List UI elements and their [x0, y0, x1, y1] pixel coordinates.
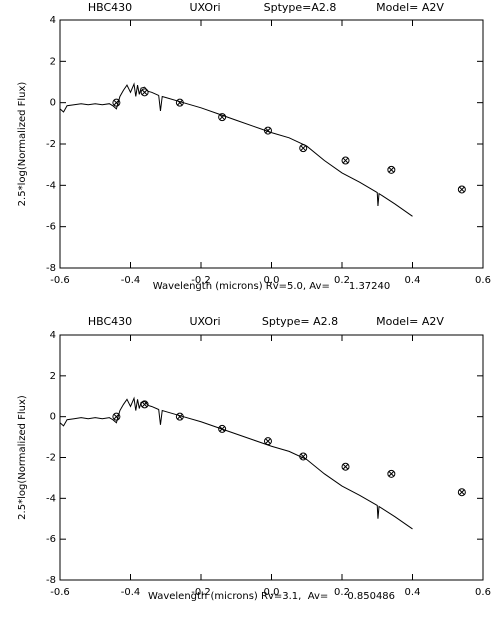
marker-circle: [218, 113, 227, 122]
x-tick-label: 0.6: [475, 587, 491, 598]
title-part: Sptype=A2.8: [264, 1, 337, 14]
x-tick-label: -0.2: [191, 275, 211, 286]
y-tick-label: -8: [46, 263, 56, 274]
marker-circle: [299, 144, 308, 153]
photometry-point: [112, 412, 121, 421]
marker-circle: [218, 424, 227, 433]
marker-circle: [263, 437, 272, 446]
x-tick-label: -0.4: [121, 587, 141, 598]
photometry-point: [218, 424, 227, 433]
marker-circle: [457, 185, 466, 194]
photometry-point: [387, 165, 396, 174]
title-part: UXOri: [189, 315, 220, 328]
photometry-point: [457, 185, 466, 194]
marker-cross: [265, 127, 271, 134]
marker-cross: [459, 489, 465, 496]
marker-cross: [388, 167, 395, 173]
y-axis-label: 2.5*log(Normalized Flux): [17, 82, 28, 207]
marker-circle: [457, 488, 466, 497]
y-tick-label: 4: [50, 15, 56, 26]
photometry-point: [140, 88, 149, 97]
x-tick-label: 0.0: [264, 587, 280, 598]
y-tick-label: -2: [46, 453, 56, 464]
title-part: Model= A2V: [376, 315, 444, 328]
marker-cross: [219, 114, 225, 120]
marker-circle: [175, 98, 184, 107]
marker-cross: [388, 471, 395, 477]
photometry-point: [140, 400, 149, 409]
photometry-point: [341, 462, 350, 471]
marker-cross: [113, 413, 120, 420]
plot-frame: [59, 334, 484, 581]
marker-circle: [140, 400, 149, 409]
marker-cross: [265, 438, 271, 444]
x-tick-label: 0.2: [334, 275, 350, 286]
marker-cross: [300, 453, 307, 460]
y-tick-label: 2: [50, 371, 56, 382]
x-axis-label: Wavelength (microns) Rv=5.0, Av= 1.37240: [153, 281, 391, 292]
photometry-point: [263, 437, 272, 446]
y-axis-label: 2.5*log(Normalized Flux): [17, 395, 28, 520]
x-tick-label: 0.0: [264, 275, 280, 286]
marker-circle: [112, 412, 121, 421]
y-tick-label: -4: [46, 493, 56, 504]
x-tick-label: -0.4: [121, 275, 141, 286]
title-part: UXOri: [189, 1, 220, 14]
x-tick-label: 0.6: [475, 275, 491, 286]
marker-cross: [300, 145, 307, 151]
x-tick-label: -0.2: [191, 587, 211, 598]
x-tick-label: 0.4: [405, 587, 421, 598]
marker-circle: [140, 88, 149, 97]
photometry-point: [457, 488, 466, 497]
y-tick-label: -6: [46, 222, 56, 233]
y-tick-label: -2: [46, 139, 56, 150]
x-tick-label: -0.6: [50, 587, 70, 598]
marker-cross: [141, 401, 148, 408]
y-tick-label: -8: [46, 575, 56, 586]
y-tick-label: 2: [50, 56, 56, 67]
title-part: Sptype= A2.8: [262, 315, 338, 328]
marker-circle: [341, 156, 350, 165]
photometry-point: [218, 113, 227, 122]
y-tick-label: 0: [50, 98, 56, 109]
marker-circle: [112, 98, 121, 107]
y-tick-label: -4: [46, 180, 56, 191]
x-tick-label: 0.4: [405, 275, 421, 286]
y-tick-label: 0: [50, 412, 56, 423]
title-part: Model= A2V: [376, 1, 444, 14]
x-tick-label: 0.2: [334, 587, 350, 598]
x-tick-label: -0.6: [50, 275, 70, 286]
marker-circle: [299, 452, 308, 461]
marker-cross: [177, 99, 183, 106]
marker-cross: [459, 186, 465, 193]
marker-cross: [177, 413, 183, 420]
plot-frame: [59, 19, 484, 269]
marker-cross: [342, 157, 349, 164]
y-tick-label: 4: [50, 330, 56, 341]
marker-circle: [387, 469, 396, 478]
photometry-point: [112, 98, 121, 107]
photometry-point: [263, 126, 272, 135]
marker-cross: [113, 99, 120, 106]
marker-cross: [342, 463, 349, 470]
marker-circle: [263, 126, 272, 135]
marker-circle: [175, 412, 184, 421]
photometry-point: [387, 469, 396, 478]
title-part: HBC430: [88, 315, 132, 328]
photometry-point: [175, 412, 184, 421]
photometry-point: [175, 98, 184, 107]
photometry-point: [299, 452, 308, 461]
marker-cross: [219, 426, 225, 432]
title-part: HBC430: [88, 1, 132, 14]
marker-cross: [141, 89, 148, 96]
marker-circle: [387, 165, 396, 174]
photometry-point: [341, 156, 350, 165]
marker-circle: [341, 462, 350, 471]
x-axis-label: Wavelength (microns) Rv=3.1, Av= 0.85048…: [148, 591, 395, 602]
photometry-point: [299, 144, 308, 153]
y-tick-label: -6: [46, 534, 56, 545]
